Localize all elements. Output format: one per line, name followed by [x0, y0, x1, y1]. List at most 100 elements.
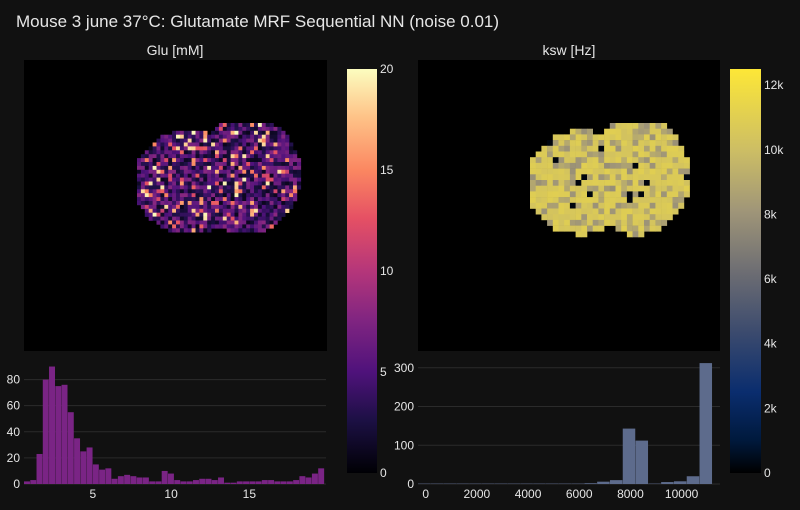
glu-map-pixel — [277, 189, 282, 194]
glu-histogram-bar[interactable] — [192, 480, 199, 484]
glu-map-pixel — [265, 216, 270, 221]
glu-map-pixel — [222, 138, 227, 143]
glu-map-pixel — [281, 189, 286, 194]
glu-map-pixel — [261, 197, 266, 202]
glu-histogram-bar[interactable] — [86, 447, 93, 484]
glu-map-pixel — [226, 193, 231, 198]
glu-histogram-bar[interactable] — [199, 478, 206, 484]
ksw-map-pixel — [609, 191, 616, 198]
glu-map-pixel — [187, 204, 192, 210]
glu-histogram-bar[interactable] — [268, 480, 275, 484]
ksw-histogram-bar[interactable] — [699, 363, 713, 484]
ksw-histogram-bar[interactable] — [609, 480, 623, 485]
ksw-map-pixel — [587, 219, 593, 226]
glu-histogram-bar[interactable] — [74, 438, 81, 484]
glu-histogram-bar[interactable] — [24, 481, 30, 484]
ksw-histogram-bar[interactable] — [635, 440, 649, 484]
glu-histogram-bar[interactable] — [161, 470, 168, 484]
glu-histogram-bar[interactable] — [255, 481, 262, 484]
glu-histogram-bar[interactable] — [117, 476, 124, 484]
glu-histogram-bar[interactable] — [280, 481, 287, 484]
glu-map-pixel — [242, 216, 247, 221]
glu-map-pixel — [179, 185, 185, 190]
glu-histogram-bar[interactable] — [167, 473, 174, 484]
ksw-histogram-bar[interactable] — [622, 428, 636, 484]
ksw-colorbar-tick-label: 0 — [764, 466, 771, 480]
glu-histogram-bar[interactable] — [318, 468, 325, 484]
ksw-map-pixel — [655, 219, 662, 226]
glu-map-pixel — [285, 154, 290, 159]
glu-histogram-bar[interactable] — [274, 481, 281, 484]
ksw-map-pixel — [541, 185, 548, 192]
glu-histogram-bar[interactable] — [243, 481, 250, 484]
glu-map-pixel — [222, 216, 227, 221]
glu-map-pixel — [254, 224, 259, 229]
glu-histogram-bar[interactable] — [61, 384, 68, 484]
glu-histogram-bar[interactable] — [205, 478, 212, 484]
ksw-map-pixel — [592, 225, 599, 232]
ksw-map-pixel — [638, 145, 645, 152]
glu-map-pixel — [215, 197, 220, 202]
ksw-colorbar-tick-label: 12k — [764, 78, 784, 92]
glu-map-pixel — [187, 189, 192, 194]
glu-histogram-bar[interactable] — [218, 477, 224, 484]
glu-map-pixel — [140, 177, 146, 182]
glu-map-pixel — [234, 204, 239, 210]
glu-map-pixel — [257, 150, 263, 155]
ksw-histogram-bar[interactable] — [597, 481, 610, 484]
glu-map-pixel — [234, 130, 239, 135]
glu-histogram-bar[interactable] — [293, 480, 300, 484]
ksw-map-pixel — [649, 128, 656, 135]
glu-map-pixel — [261, 181, 266, 186]
glu-map-pixel — [273, 150, 278, 155]
glu-histogram-bar[interactable] — [236, 481, 243, 484]
glu-histogram-bar[interactable] — [299, 476, 306, 484]
ksw-map-pixel — [649, 219, 656, 226]
glu-map-pixel — [160, 197, 165, 202]
glu-histogram-bar[interactable] — [311, 473, 318, 484]
glu-histogram-bar[interactable] — [55, 386, 62, 484]
glu-histogram-bar[interactable] — [105, 468, 112, 484]
glu-map-pixel — [257, 158, 263, 163]
glu-histogram-bar[interactable] — [249, 481, 256, 484]
glu-map-pixel — [261, 189, 266, 194]
ksw-histogram-bar[interactable] — [661, 482, 674, 484]
glu-map-pixel — [269, 154, 274, 159]
ksw-histogram-bar[interactable] — [686, 476, 700, 484]
glu-map-pixel — [203, 204, 208, 210]
glu-histogram-bar[interactable] — [42, 379, 49, 484]
glu-histogram-bar[interactable] — [180, 481, 187, 484]
glu-histogram-bar[interactable] — [224, 482, 231, 484]
ksw-map-pixel — [569, 134, 576, 141]
glu-histogram-y-tick-label: 80 — [7, 373, 21, 387]
glu-histogram-bar[interactable] — [286, 481, 293, 484]
ksw-histogram-bar[interactable] — [673, 481, 687, 484]
glu-histogram-bar[interactable] — [142, 477, 149, 484]
glu-map-pixel — [137, 181, 142, 186]
glu-histogram-bar[interactable] — [99, 469, 106, 484]
glu-histogram-bar[interactable] — [230, 482, 237, 484]
glu-histogram-bar[interactable] — [67, 412, 74, 484]
glu-histogram-bar[interactable] — [155, 481, 162, 484]
glu-map-pixel — [242, 169, 247, 174]
glu-histogram-bar[interactable] — [30, 480, 37, 484]
glu-histogram-bar[interactable] — [124, 474, 131, 484]
glu-map-pixel — [296, 165, 302, 171]
glu-histogram-bar[interactable] — [261, 480, 268, 484]
glu-map-pixel — [179, 146, 185, 151]
glu-histogram-bar[interactable] — [305, 477, 312, 484]
glu-histogram-bar[interactable] — [80, 451, 87, 484]
glu-histogram-bar[interactable] — [211, 480, 218, 484]
glu-histogram-bar[interactable] — [111, 478, 118, 484]
glu-histogram-bar[interactable] — [174, 480, 181, 484]
ksw-map-pixel — [626, 162, 633, 169]
glu-histogram-bar[interactable] — [92, 464, 99, 484]
glu-histogram-bar[interactable] — [186, 481, 193, 484]
glu-histogram-bar[interactable] — [136, 477, 143, 484]
ksw-map-pixel — [552, 145, 559, 152]
glu-histogram-bar[interactable] — [49, 366, 55, 484]
ksw-histogram-bar[interactable] — [584, 483, 597, 484]
glu-histogram-bar[interactable] — [130, 476, 137, 484]
glu-histogram-bar[interactable] — [36, 453, 43, 484]
glu-histogram-bar[interactable] — [149, 481, 156, 484]
